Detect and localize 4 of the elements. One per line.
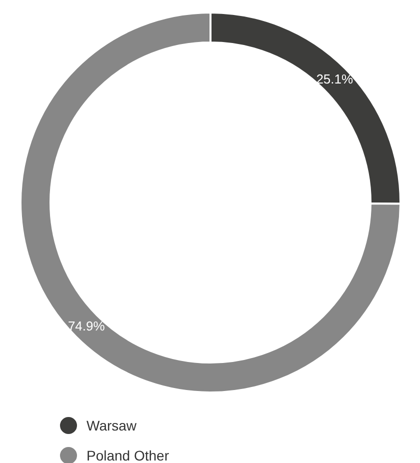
legend-label: Warsaw xyxy=(86,418,138,434)
legend-label: Poland Other xyxy=(86,448,170,463)
data-label: 74.9% xyxy=(68,318,106,334)
data-label: 25.1% xyxy=(316,72,354,87)
